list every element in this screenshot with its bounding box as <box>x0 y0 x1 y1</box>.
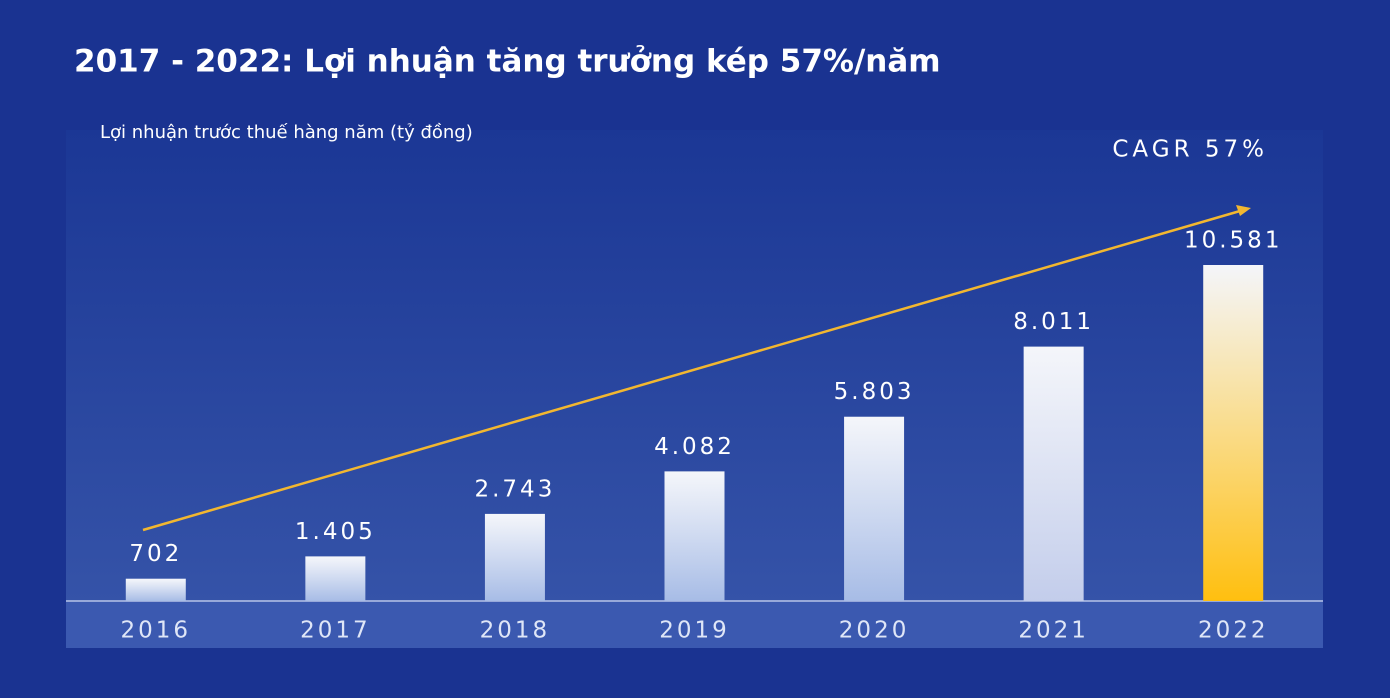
bar <box>1023 346 1084 601</box>
trend-arrow <box>142 209 1241 532</box>
bar <box>664 471 725 601</box>
value-label: 1.405 <box>295 519 376 545</box>
bar <box>844 416 905 601</box>
bar <box>1203 265 1264 601</box>
axis-band <box>66 602 1323 648</box>
arrow-head <box>1236 205 1251 216</box>
bar <box>484 513 545 601</box>
x-tick-label: 2020 <box>839 618 910 644</box>
value-label: 10.581 <box>1184 228 1282 254</box>
x-tick-label: 2016 <box>121 618 192 644</box>
x-tick-label: 2022 <box>1198 618 1269 644</box>
chart-title: 2017 - 2022: Lợi nhuận tăng trưởng kép 5… <box>74 44 941 80</box>
x-tick-label: 2017 <box>300 618 371 644</box>
value-label: 5.803 <box>834 379 915 405</box>
value-label: 4.082 <box>654 434 735 460</box>
bar <box>125 578 186 601</box>
x-tick-label: 2019 <box>659 618 730 644</box>
annotation: CAGR 57% <box>1112 137 1268 163</box>
value-label: 8.011 <box>1013 309 1094 335</box>
value-label: 702 <box>129 541 182 567</box>
x-tick-label: 2018 <box>480 618 551 644</box>
value-label: 2.743 <box>474 476 555 502</box>
bar <box>305 556 366 601</box>
x-tick-label: 2021 <box>1018 618 1089 644</box>
chart-subtitle: Lợi nhuận trước thuế hàng năm (tỷ đồng) <box>100 122 473 143</box>
